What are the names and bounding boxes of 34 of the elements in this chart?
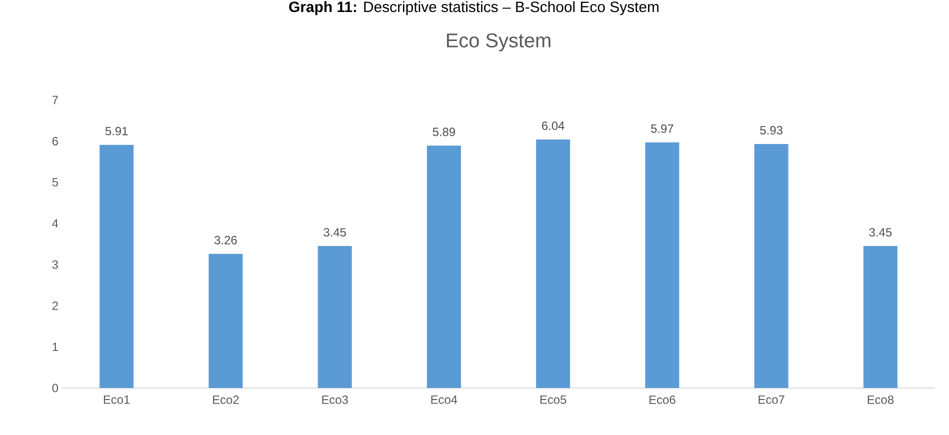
y-tick-label: 1 xyxy=(52,342,58,351)
data-label: 5.93 xyxy=(760,126,782,134)
x-tick-label: Eco4 xyxy=(431,396,458,404)
x-tick-label: Eco7 xyxy=(758,396,784,404)
y-tick-label: 5 xyxy=(52,178,58,186)
bar xyxy=(100,144,134,388)
bar xyxy=(863,246,898,388)
x-tick-label: Eco2 xyxy=(213,396,239,404)
y-tick-label: 6 xyxy=(52,136,58,146)
data-label: 3.45 xyxy=(869,228,892,237)
x-tick-label: Eco5 xyxy=(540,396,566,404)
data-label: 3.45 xyxy=(324,228,346,237)
bar xyxy=(208,254,243,388)
y-tick-label: 3 xyxy=(52,260,58,269)
bar xyxy=(426,146,461,388)
y-tick-label: 4 xyxy=(52,219,58,228)
x-tick-label: Eco1 xyxy=(104,396,130,404)
x-tick-label: Eco3 xyxy=(322,396,348,404)
bar xyxy=(318,246,352,388)
y-tick-label: 2 xyxy=(52,302,58,310)
data-label: 3.26 xyxy=(214,236,237,244)
data-label: 5.91 xyxy=(105,126,128,136)
y-tick-label: 0 xyxy=(52,384,58,392)
chart-subtitle: Eco System xyxy=(447,33,550,52)
bar xyxy=(754,144,788,388)
bar xyxy=(645,142,680,388)
data-label: 5.89 xyxy=(432,128,456,136)
data-label: 5.97 xyxy=(651,124,674,133)
data-label: 6.04 xyxy=(542,122,564,130)
chart-title: Graph 11: Descriptive statistics – B-School Eco System xyxy=(289,1,658,16)
x-tick-label: Eco8 xyxy=(868,396,894,404)
bar xyxy=(536,139,570,388)
y-tick-label: 7 xyxy=(52,96,58,104)
x-tick-label: Eco6 xyxy=(650,396,676,404)
